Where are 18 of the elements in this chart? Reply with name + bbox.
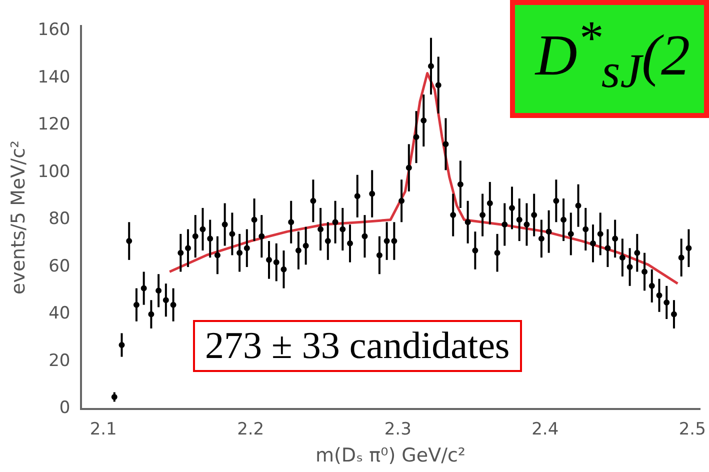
y-tick-label: 140 <box>38 67 70 88</box>
x-axis-title: m(Dₛ π⁰) GeV/c² <box>315 444 466 467</box>
chart-title: D$^{*}$$_{sJ}$(2 <box>510 0 709 118</box>
y-tick-label: 120 <box>38 114 70 135</box>
y-axis-title: events/5 MeV/c² <box>7 140 30 294</box>
y-tick-label: 0 <box>59 398 70 418</box>
y-tick-label: 100 <box>38 162 70 182</box>
y-tick-label: 60 <box>48 256 70 276</box>
x-tick-label: 2.5 <box>678 419 706 440</box>
x-tick-label: 2.4 <box>532 419 559 440</box>
y-tick-label: 160 <box>38 20 70 40</box>
y-tick-label: 20 <box>48 350 70 371</box>
annotation: 273 ± 33 candidates <box>193 320 522 372</box>
x-tick-label: 2.3 <box>384 419 412 440</box>
y-tick-label: 40 <box>48 304 70 324</box>
y-tick-label: 80 <box>48 209 70 230</box>
x-tick-label: 2.1 <box>90 419 117 440</box>
x-tick-label: 2.2 <box>237 419 264 440</box>
